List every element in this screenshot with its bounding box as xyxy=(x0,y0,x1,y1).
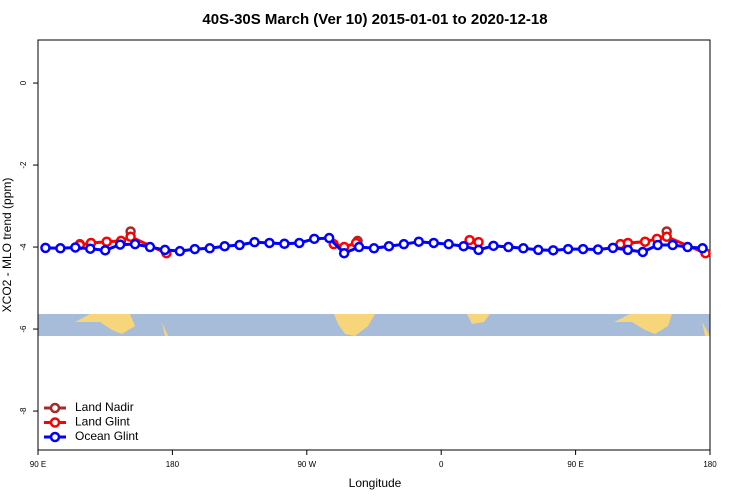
legend-label: Land Nadir xyxy=(75,400,134,414)
point xyxy=(398,238,410,250)
point xyxy=(99,245,111,256)
point xyxy=(353,241,365,253)
plot-frame xyxy=(37,39,711,451)
y-tick-label: -4 xyxy=(19,243,28,251)
y-axis-label: XCO2 - MLO trend (ppm) xyxy=(0,178,14,313)
point xyxy=(533,244,544,256)
point xyxy=(639,236,651,247)
point xyxy=(114,239,126,250)
x-tick-label: 90 E xyxy=(567,460,583,469)
point xyxy=(667,239,678,251)
point xyxy=(607,242,619,254)
point xyxy=(55,243,66,254)
point xyxy=(413,236,425,247)
point xyxy=(189,243,201,255)
point xyxy=(219,240,230,252)
point xyxy=(125,231,136,243)
point xyxy=(40,242,51,254)
x-tick-label: 180 xyxy=(703,460,717,469)
point xyxy=(458,240,469,252)
point xyxy=(464,234,475,246)
x-axis-label: Longitude xyxy=(349,476,402,490)
point xyxy=(294,237,305,249)
point xyxy=(562,243,574,255)
point xyxy=(547,245,559,256)
point xyxy=(144,241,156,253)
point xyxy=(85,243,96,254)
point xyxy=(279,238,290,250)
point xyxy=(473,244,484,256)
map-strip xyxy=(38,314,710,336)
legend-marker xyxy=(49,431,61,443)
point xyxy=(661,231,672,243)
point xyxy=(101,236,112,247)
point xyxy=(264,237,275,249)
y-tick-label: -2 xyxy=(19,161,28,169)
point xyxy=(383,240,395,252)
point xyxy=(204,243,215,254)
point xyxy=(249,236,260,248)
point xyxy=(234,239,245,251)
y-tick-label: -6 xyxy=(19,325,28,333)
point xyxy=(577,243,589,255)
point xyxy=(443,238,454,250)
point xyxy=(159,244,171,256)
x-tick-label: 180 xyxy=(166,460,180,469)
point xyxy=(682,241,693,253)
y-tick-label: 0 xyxy=(19,80,28,85)
point xyxy=(697,243,708,254)
x-tick-label: 90 E xyxy=(30,460,46,469)
chart-title: 40S-30S March (Ver 10) 2015-01-01 to 202… xyxy=(202,11,547,28)
legend-marker xyxy=(49,417,61,428)
x-tick-label: 90 W xyxy=(297,460,316,469)
point xyxy=(637,246,649,258)
point xyxy=(652,239,663,251)
y-tick-label: -8 xyxy=(19,407,28,415)
point xyxy=(323,232,335,244)
point xyxy=(518,243,529,254)
point xyxy=(622,244,634,256)
point xyxy=(368,243,380,254)
legend-label: Land Glint xyxy=(75,415,130,429)
point xyxy=(488,240,499,252)
point xyxy=(428,237,439,249)
legend-marker xyxy=(49,402,61,414)
x-tick-label: 0 xyxy=(439,460,444,469)
legend-label: Ocean Glint xyxy=(75,429,139,443)
point xyxy=(338,247,350,259)
point xyxy=(503,241,514,253)
point xyxy=(592,244,604,255)
point xyxy=(70,242,81,253)
point xyxy=(129,238,141,250)
point xyxy=(309,233,320,245)
point xyxy=(174,245,186,257)
